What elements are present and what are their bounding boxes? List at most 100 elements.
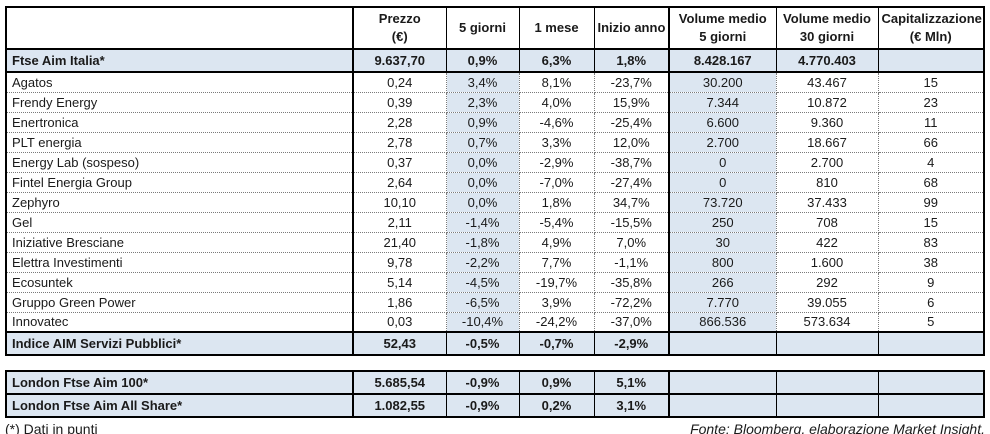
cell-value: 7.344 [668, 91, 777, 113]
cell-value: 422 [775, 231, 879, 253]
stock-row: Gruppo Green Power 1,86 -6,5% 3,9% -72,2% 7.7… [5, 291, 985, 313]
cell-value: -37,0% [593, 311, 670, 333]
cell-value: 3,4% [445, 71, 520, 93]
cell-value: 0,37 [352, 151, 447, 173]
cell-value: 866.536 [668, 311, 777, 333]
cell-instrument-name: Gel [5, 211, 354, 233]
cell-value: 4.770.403 [775, 48, 879, 73]
cell-value: 0,7% [445, 131, 520, 153]
cell-value: -6,5% [445, 291, 520, 313]
cell-value: 4,0% [518, 91, 595, 113]
cell-value: 1,86 [352, 291, 447, 313]
cell-value: -23,7% [593, 71, 670, 93]
stock-row: Innovatec 0,03 -10,4% -24,2% -37,0% 866.536 57… [5, 311, 985, 333]
col-header-volume-medio-30: Volume medio 30 giorni [775, 6, 879, 50]
cell-value: -1,4% [445, 211, 520, 233]
cell-instrument-name: PLT energia [5, 131, 354, 153]
cell-instrument-name: Ecosuntek [5, 271, 354, 293]
cell-value: -4,6% [518, 111, 595, 133]
cell-value: -10,4% [445, 311, 520, 333]
cell-value: 8,1% [518, 71, 595, 93]
cell-value: 7,0% [593, 231, 670, 253]
cell-value: 6,3% [518, 48, 595, 73]
points-note: (*) Dati in punti [5, 421, 98, 434]
cell-value: 66 [877, 131, 985, 153]
cell-value [877, 331, 985, 356]
cell-value: 5.685,54 [352, 370, 447, 395]
cell-value: 8.428.167 [668, 48, 777, 73]
cell-value: 6 [877, 291, 985, 313]
header-line: Prezzo [378, 11, 421, 27]
cell-value: -0,5% [445, 331, 520, 356]
cell-value: 2,28 [352, 111, 447, 133]
cell-value: 30 [668, 231, 777, 253]
header-line: (€ Mln) [909, 29, 952, 44]
cell-value: 0,2% [518, 393, 595, 418]
cell-value: 39.055 [775, 291, 879, 313]
header-line: 5 giorni [699, 29, 747, 44]
cell-value: -7,0% [518, 171, 595, 193]
stock-row: Agatos 0,24 3,4% 8,1% -23,7% 30.200 43.467 15 [5, 71, 985, 93]
cell-value: 18.667 [775, 131, 879, 153]
cell-instrument-name: Gruppo Green Power [5, 291, 354, 313]
cell-instrument-name: Agatos [5, 71, 354, 93]
cell-value: 5,14 [352, 271, 447, 293]
cell-value: 0,9% [445, 48, 520, 73]
cell-value: 0,9% [518, 370, 595, 395]
cell-value: 0 [668, 171, 777, 193]
header-line: (€) [391, 29, 408, 44]
header-row: Prezzo (€) 5 giorni 1 mese Inizio anno V… [5, 6, 985, 50]
stock-row: Zephyro 10,10 0,0% 1,8% 34,7% 73.720 37.433 99 [5, 191, 985, 213]
cell-value: 3,9% [518, 291, 595, 313]
cell-value: 266 [668, 271, 777, 293]
header-line: 5 giorni [459, 20, 506, 36]
cell-instrument-name: Zephyro [5, 191, 354, 213]
cell-value: 23 [877, 91, 985, 113]
cell-value: 810 [775, 171, 879, 193]
cell-value: -0,7% [518, 331, 595, 356]
cell-value: 12,0% [593, 131, 670, 153]
cell-value: 0,03 [352, 311, 447, 333]
cell-value [668, 331, 777, 356]
stock-row: Frendy Energy 0,39 2,3% 4,0% 15,9% 7.344 10.87… [5, 91, 985, 113]
cell-value: 2,3% [445, 91, 520, 113]
cell-value: -4,5% [445, 271, 520, 293]
london-ftse-table: London Ftse Aim 100* 5.685,54 -0,9% 0,9% 5,1… [5, 370, 985, 418]
cell-value: 2.700 [668, 131, 777, 153]
cell-value: 99 [877, 191, 985, 213]
cell-instrument-name: Indice AIM Servizi Pubblici* [5, 331, 354, 356]
cell-value: -5,4% [518, 211, 595, 233]
cell-value: 7,7% [518, 251, 595, 273]
cell-value: -0,9% [445, 393, 520, 418]
cell-value [877, 48, 985, 73]
cell-value: 15 [877, 211, 985, 233]
stock-row: Energy Lab (sospeso) 0,37 0,0% -2,9% -38,7% 0… [5, 151, 985, 173]
cell-value [775, 393, 879, 418]
cell-value: 0,24 [352, 71, 447, 93]
cell-value: 9.637,70 [352, 48, 447, 73]
cell-value: 0,0% [445, 151, 520, 173]
stock-row: Elettra Investimenti 9,78 -2,2% 7,7% -1,1% 80… [5, 251, 985, 273]
cell-value: 1,8% [593, 48, 670, 73]
stock-row: PLT energia 2,78 0,7% 3,3% 12,0% 2.700 18.667 6… [5, 131, 985, 153]
cell-value: -35,8% [593, 271, 670, 293]
cell-value: 7.770 [668, 291, 777, 313]
cell-value: -0,9% [445, 370, 520, 395]
cell-value: 9 [877, 271, 985, 293]
cell-value: 2,11 [352, 211, 447, 233]
cell-value: 83 [877, 231, 985, 253]
cell-value: 1.600 [775, 251, 879, 273]
col-header-capitalizzazione: Capitalizzazione (€ Mln) [877, 6, 985, 50]
cell-value: -15,5% [593, 211, 670, 233]
stock-row: Gel 2,11 -1,4% -5,4% -15,5% 250 708 15 [5, 211, 985, 233]
cell-value: 4,9% [518, 231, 595, 253]
cell-value: 3,1% [593, 393, 670, 418]
cell-value: 292 [775, 271, 879, 293]
cell-value: 9.360 [775, 111, 879, 133]
cell-value: -72,2% [593, 291, 670, 313]
cell-value [775, 331, 879, 356]
cell-instrument-name: Innovatec [5, 311, 354, 333]
cell-value: 800 [668, 251, 777, 273]
cell-value: -2,2% [445, 251, 520, 273]
cell-value: 43.467 [775, 71, 879, 93]
